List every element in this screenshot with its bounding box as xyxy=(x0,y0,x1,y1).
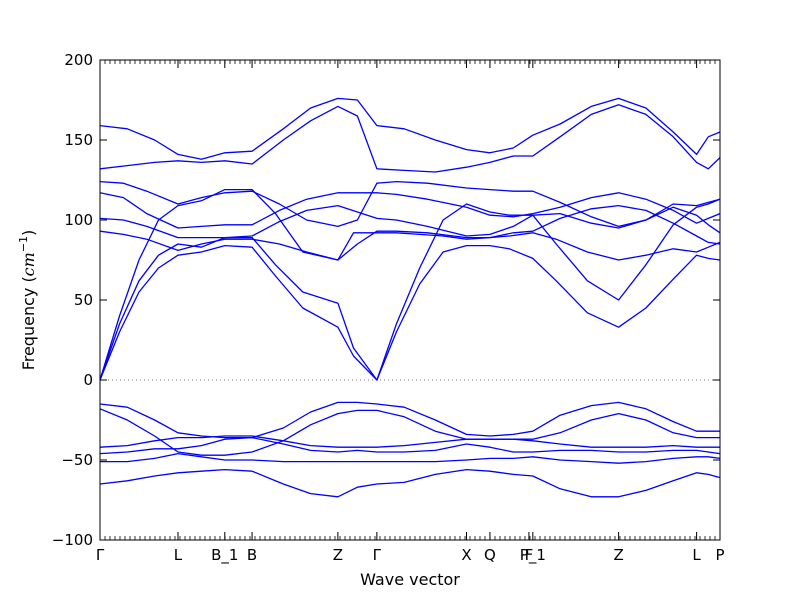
y-tick-label: −50 xyxy=(61,451,93,469)
band-line-12 xyxy=(99,435,720,448)
kpoint-label: P_1 xyxy=(520,546,546,565)
kpoint-label: L xyxy=(692,546,701,564)
plot-frame xyxy=(99,59,721,541)
band-line-13 xyxy=(99,436,721,455)
y-tick-group: −100 −50 0 50 100 150 200 xyxy=(52,51,720,549)
y-tick-label: 0 xyxy=(83,371,93,389)
kpoint-label: X xyxy=(461,546,471,564)
band-line-15 xyxy=(99,468,721,498)
band-line-10 xyxy=(99,401,720,439)
kpoint-label: B xyxy=(247,546,257,564)
y-axis-label-suffix: ) xyxy=(19,230,38,236)
plot-content xyxy=(99,97,721,498)
y-tick-label: 100 xyxy=(64,211,93,229)
band-line-6 xyxy=(99,192,721,229)
y-axis-label-unit: cm xyxy=(19,252,38,276)
kpoint-label: Z xyxy=(613,546,623,564)
y-axis-label-exponent: −1 xyxy=(17,236,30,252)
y-tick-label: 50 xyxy=(74,291,93,309)
y-axis-label-prefix: Frequency ( xyxy=(19,276,38,370)
kpoint-label: P xyxy=(715,546,724,564)
band-line-7 xyxy=(99,180,721,228)
kpoint-label: B_1 xyxy=(211,546,238,565)
kpoint-label: Z xyxy=(333,546,343,564)
kpoint-label: Q xyxy=(484,546,496,564)
band-line-4 xyxy=(99,204,721,261)
band-line-11 xyxy=(99,408,720,456)
x-tick-group: Γ L B_1 B Z Γ X Q FP_1 Z L P xyxy=(96,60,725,565)
band-line-3 xyxy=(99,188,721,381)
band-line-14 xyxy=(100,452,721,464)
band-line-1 xyxy=(99,244,721,381)
band-line-2 xyxy=(99,198,721,381)
kpoint-label: F xyxy=(525,546,534,564)
y-tick-label: −100 xyxy=(52,531,93,549)
band-line-8 xyxy=(99,104,721,173)
y-tick-label: 200 xyxy=(64,51,93,69)
band-line-9 xyxy=(99,97,721,160)
y-axis-label: Frequency (cm−1) xyxy=(17,230,38,371)
kpoint-label: Γ xyxy=(96,546,105,564)
y-tick-label: 150 xyxy=(64,131,93,149)
x-axis-label: Wave vector xyxy=(360,570,460,589)
kpoint-label: Γ xyxy=(373,546,382,564)
kpoint-label: L xyxy=(174,546,183,564)
